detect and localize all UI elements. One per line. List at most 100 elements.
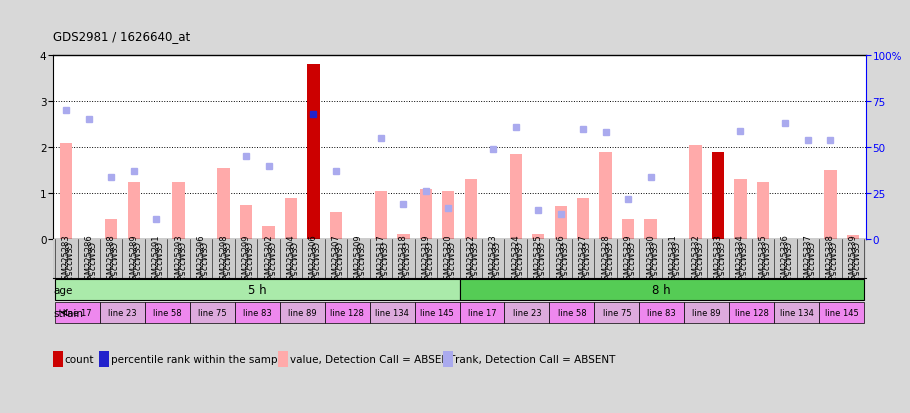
Bar <box>465 180 477 240</box>
Bar <box>640 302 684 323</box>
Bar <box>397 234 410 240</box>
Text: line 89: line 89 <box>693 308 721 317</box>
Bar <box>217 169 229 240</box>
Text: 8 h: 8 h <box>652 283 671 297</box>
Bar <box>460 280 864 300</box>
Text: GSM225328: GSM225328 <box>602 242 610 292</box>
Bar <box>550 302 594 323</box>
Bar <box>145 302 190 323</box>
Text: GSM225336: GSM225336 <box>781 242 790 292</box>
Text: GSM225286: GSM225286 <box>85 242 93 292</box>
Text: GSM225319: GSM225319 <box>421 242 430 292</box>
Text: GSM225317: GSM225317 <box>377 242 386 292</box>
Text: line 128: line 128 <box>734 308 769 317</box>
Text: GSM225298: GSM225298 <box>219 242 228 292</box>
Text: GSM225332: GSM225332 <box>691 242 700 292</box>
Bar <box>690 145 702 240</box>
Text: GSM225309: GSM225309 <box>354 242 363 292</box>
Text: count: count <box>65 354 94 364</box>
Bar <box>420 189 432 240</box>
Text: value, Detection Call = ABSENT: value, Detection Call = ABSENT <box>290 354 455 364</box>
Text: GDS2981 / 1626640_at: GDS2981 / 1626640_at <box>53 31 190 43</box>
Text: line 17: line 17 <box>468 308 496 317</box>
Text: GSM225327: GSM225327 <box>579 242 588 292</box>
Text: GSM225299: GSM225299 <box>241 242 250 292</box>
Bar <box>729 302 774 323</box>
Bar <box>329 212 342 240</box>
Bar <box>105 219 117 240</box>
Text: percentile rank within the sample: percentile rank within the sample <box>111 354 287 364</box>
Text: GSM225296: GSM225296 <box>197 242 206 292</box>
Bar <box>712 152 724 240</box>
Text: GSM225288: GSM225288 <box>106 242 116 292</box>
Text: line 83: line 83 <box>647 308 676 317</box>
Text: GSM225289: GSM225289 <box>129 242 138 292</box>
Bar <box>774 302 819 323</box>
Text: rank, Detection Call = ABSENT: rank, Detection Call = ABSENT <box>455 354 615 364</box>
Text: line 23: line 23 <box>108 308 136 317</box>
Bar <box>504 302 550 323</box>
Bar <box>325 302 369 323</box>
Bar <box>369 302 415 323</box>
Text: GSM225329: GSM225329 <box>623 242 632 292</box>
Bar <box>824 171 836 240</box>
Text: GSM225318: GSM225318 <box>399 242 408 292</box>
Text: GSM225322: GSM225322 <box>466 242 475 292</box>
Text: line 75: line 75 <box>198 308 227 317</box>
Bar <box>60 143 73 240</box>
Bar <box>594 302 640 323</box>
Text: line 134: line 134 <box>375 308 410 317</box>
Bar <box>532 234 544 240</box>
Bar <box>442 192 454 240</box>
Text: GSM225326: GSM225326 <box>556 242 565 292</box>
Bar <box>375 192 387 240</box>
Text: GSM225306: GSM225306 <box>309 242 318 292</box>
Bar <box>554 207 567 240</box>
Bar <box>757 182 769 240</box>
Bar <box>684 302 729 323</box>
Bar <box>622 219 634 240</box>
Bar <box>240 205 252 240</box>
Text: 5 h: 5 h <box>248 283 267 297</box>
Text: strain: strain <box>54 308 84 318</box>
Text: GSM225337: GSM225337 <box>804 242 813 292</box>
Text: GSM225293: GSM225293 <box>174 242 183 292</box>
Text: GSM225320: GSM225320 <box>444 242 453 292</box>
Text: line 75: line 75 <box>602 308 632 317</box>
Bar <box>173 182 185 240</box>
Text: GSM225324: GSM225324 <box>511 242 521 292</box>
Bar <box>734 180 746 240</box>
Text: GSM225333: GSM225333 <box>713 242 723 292</box>
Bar <box>55 280 460 300</box>
Text: GSM225325: GSM225325 <box>533 242 542 292</box>
Text: line 23: line 23 <box>512 308 541 317</box>
Text: GSM225307: GSM225307 <box>331 242 340 292</box>
Text: line 58: line 58 <box>153 308 182 317</box>
Bar <box>55 302 100 323</box>
Bar <box>127 182 140 240</box>
Text: GSM225330: GSM225330 <box>646 242 655 292</box>
Text: line 83: line 83 <box>243 308 272 317</box>
Text: line 145: line 145 <box>824 308 858 317</box>
Bar <box>819 302 864 323</box>
Text: GSM225291: GSM225291 <box>152 242 161 292</box>
Text: age: age <box>54 285 73 295</box>
Bar <box>846 235 859 240</box>
Text: GSM225335: GSM225335 <box>758 242 767 292</box>
Text: GSM225323: GSM225323 <box>489 242 498 292</box>
Bar <box>600 152 612 240</box>
Text: GSM225331: GSM225331 <box>669 242 678 292</box>
Text: line 145: line 145 <box>420 308 454 317</box>
Text: line 128: line 128 <box>330 308 364 317</box>
Text: line 89: line 89 <box>288 308 317 317</box>
Bar <box>285 199 298 240</box>
Bar <box>510 155 522 240</box>
Text: line 58: line 58 <box>558 308 586 317</box>
Bar <box>262 226 275 240</box>
Text: GSM225302: GSM225302 <box>264 242 273 292</box>
Bar <box>644 219 657 240</box>
Text: GSM225338: GSM225338 <box>826 242 834 292</box>
Text: GSM225334: GSM225334 <box>736 242 745 292</box>
Bar <box>100 302 145 323</box>
Bar <box>460 302 504 323</box>
